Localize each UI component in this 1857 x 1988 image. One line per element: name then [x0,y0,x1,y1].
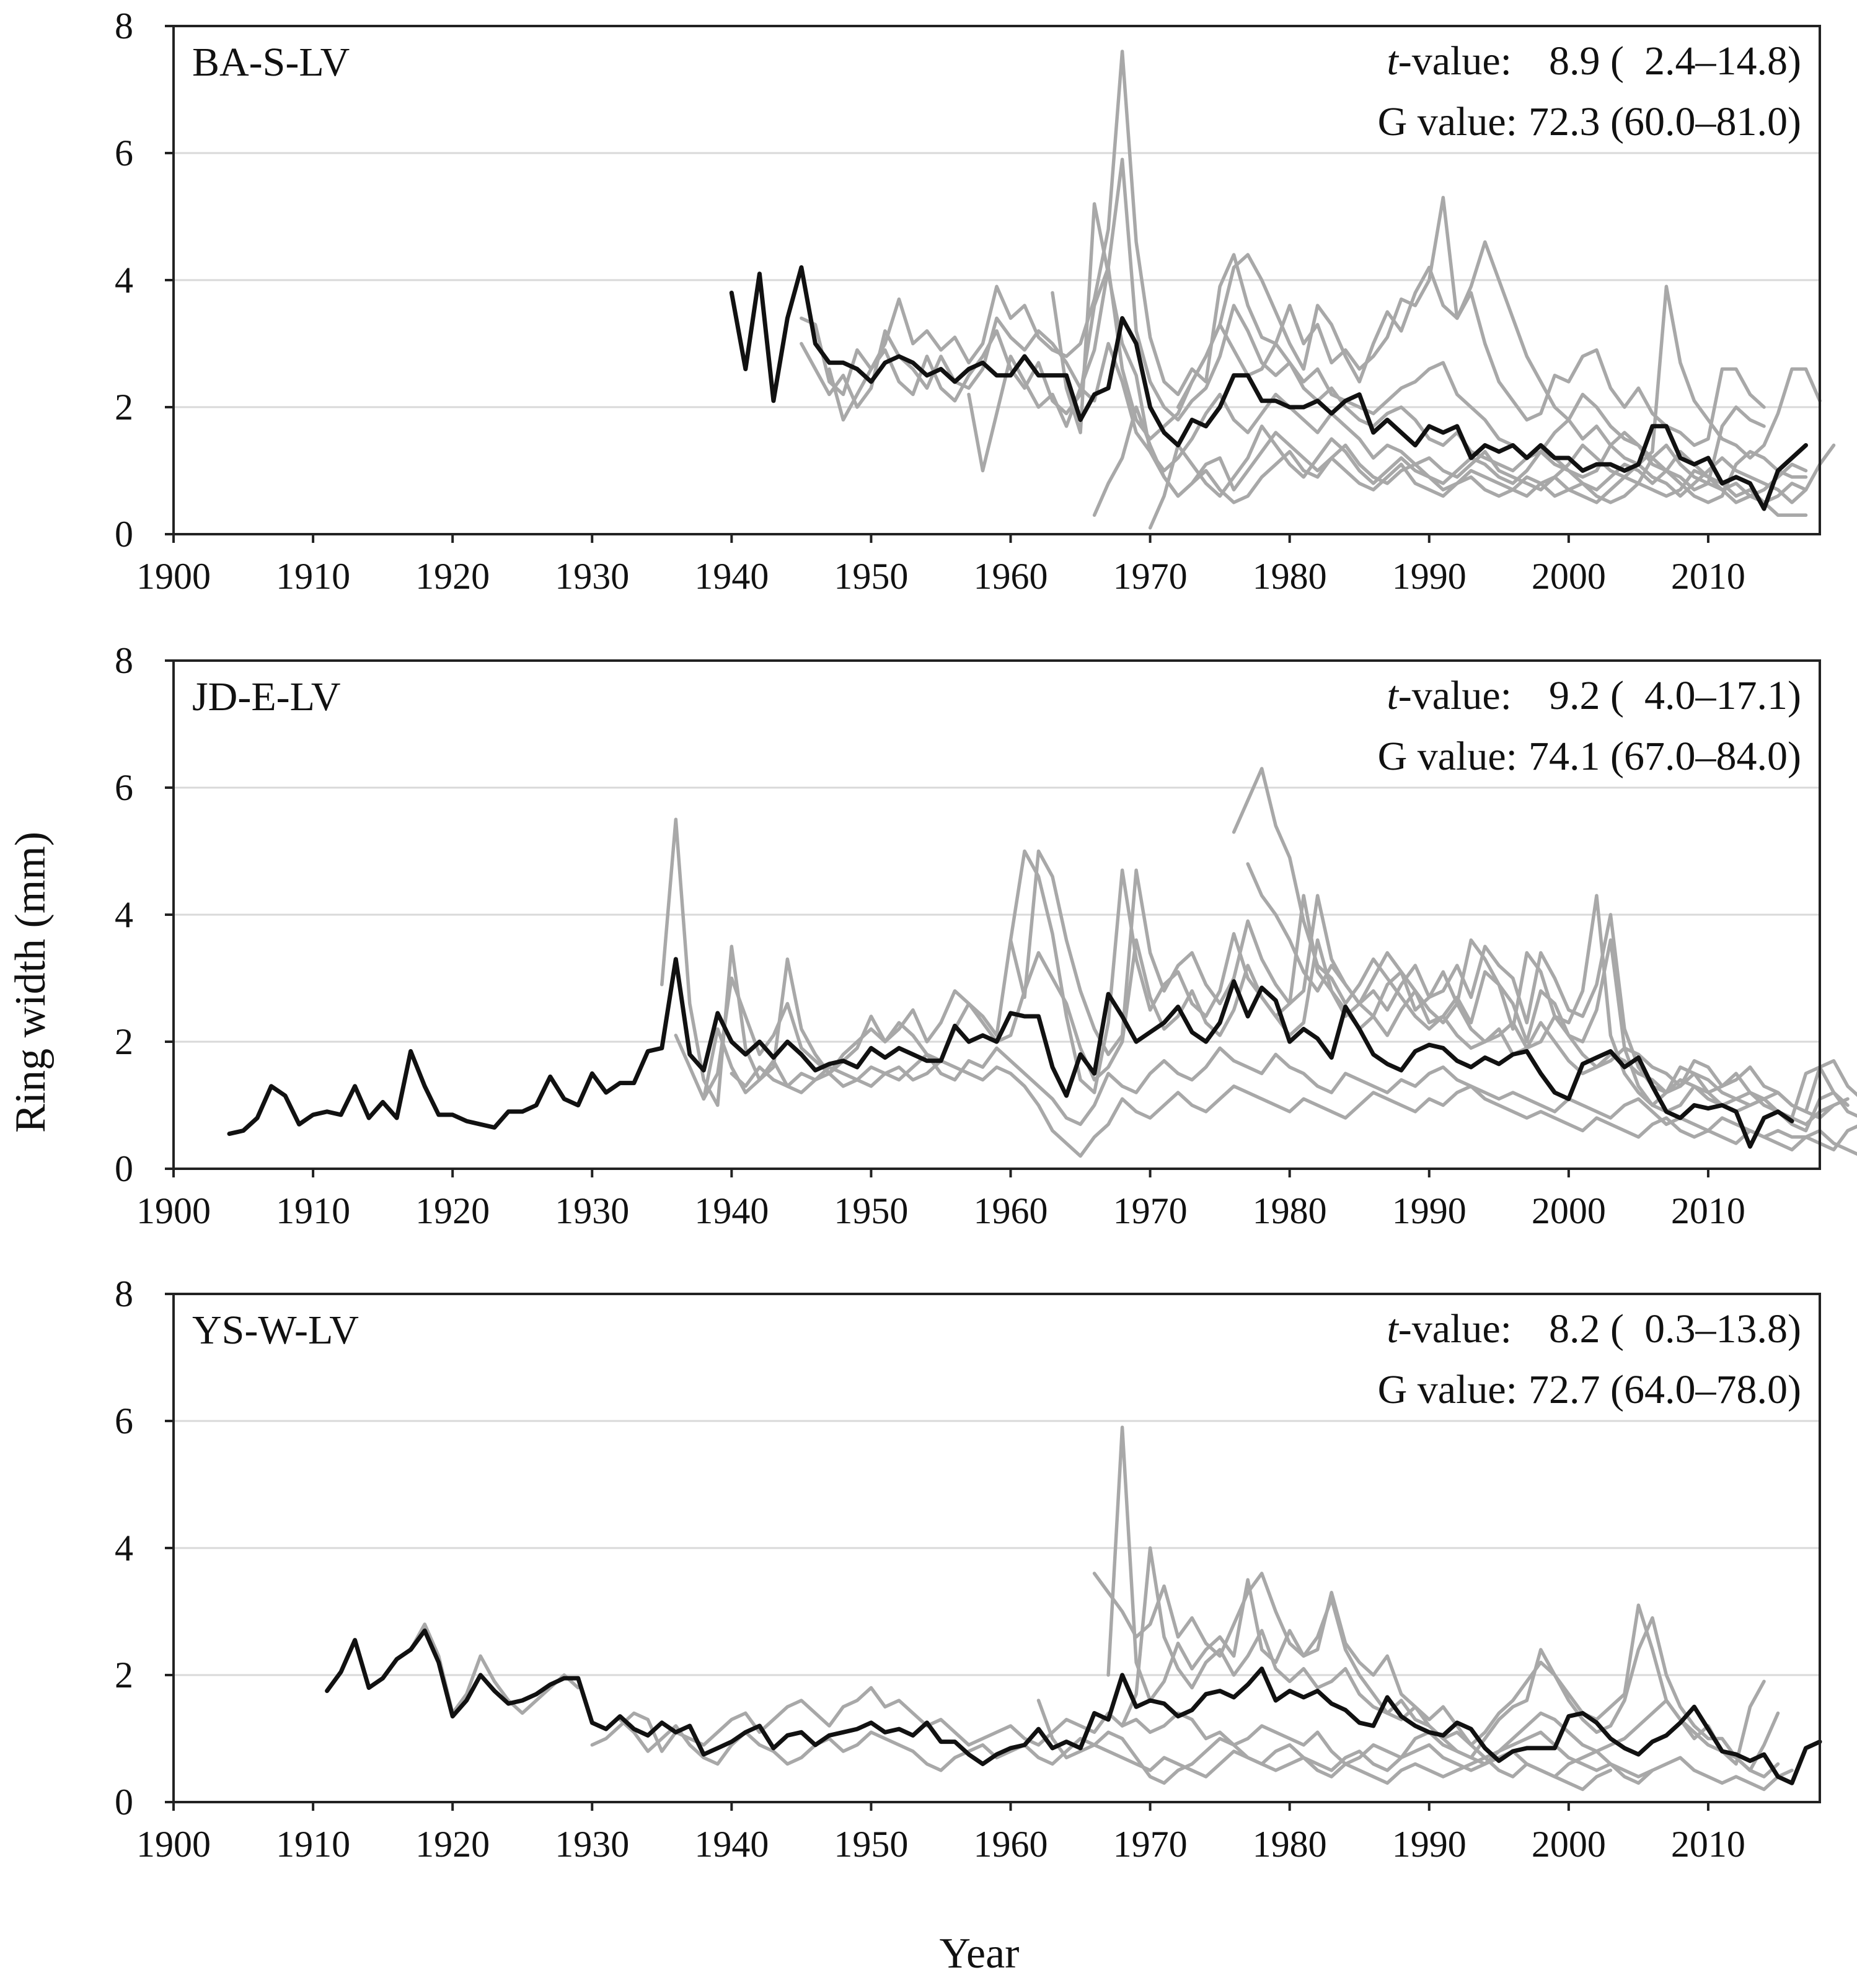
t-value-number: 8.9 ( 2.4–14.8) [1549,38,1801,84]
y-tick-label: 8 [115,6,133,46]
x-tick-label: 2000 [1532,1190,1606,1231]
t-value-italic-t: t [1387,1306,1399,1352]
y-axis-title: Ring width (mm) [7,832,55,1133]
y-tick-label: 2 [115,387,133,428]
x-tick-label: 2000 [1532,1824,1606,1865]
x-axis-title: Year [940,1930,1020,1977]
x-tick-label: 1900 [136,1824,211,1865]
g-value-text: G value: 72.7 (64.0–78.0) [1378,1367,1801,1412]
individual-series-line [1106,1425,1780,1772]
x-tick-label: 1940 [694,556,769,597]
x-tick-label: 1950 [834,556,908,597]
panel-label: BA-S-LV [192,40,350,85]
individual-series-line [1120,1546,1780,1779]
y-tick-label: 4 [115,1528,133,1568]
x-tick-label: 1970 [1113,1824,1188,1865]
panel-jd-e-lv: 0 2 4 6 8 1900 1910 1920 1930 1940 1950 1960 1970 198… [115,640,1857,1231]
x-tick-label: 1900 [136,1190,211,1231]
mean-chronology-line [227,957,1794,1149]
t-value-text: t-value: 8.2 ( 0.3–13.8) [1387,1306,1801,1352]
t-value-italic-t: t [1387,38,1399,84]
mean-chronology-line [325,1628,1822,1785]
individual-series-line [1092,405,1808,517]
y-tick-label: 4 [115,260,133,301]
x-tick-label: 1920 [415,556,490,597]
x-tick-label: 1960 [974,1824,1048,1865]
x-tick-label: 1940 [694,1190,769,1231]
g-value-number: 74.1 (67.0–84.0) [1528,734,1801,779]
individual-series-line [1176,240,1822,467]
x-tick-label: 1930 [555,1190,629,1231]
x-tick-label: 1910 [276,1824,350,1865]
x-tick-label: 1970 [1113,556,1188,597]
x-tick-label: 1980 [1253,1190,1327,1231]
g-value-text: G value: 74.1 (67.0–84.0) [1378,734,1801,779]
x-tick-label: 1990 [1392,1190,1467,1231]
g-value-number: 72.3 (60.0–81.0) [1528,99,1801,144]
x-tick-label: 2000 [1532,556,1606,597]
x-tick-label: 1930 [555,1824,629,1865]
t-value-text: t-value: 9.2 ( 4.0–17.1) [1387,673,1801,718]
y-tick-label: 2 [115,1021,133,1062]
t-value-suffix: -value: [1398,673,1512,718]
g-value-number: 72.7 (64.0–78.0) [1528,1367,1801,1412]
x-tick-label: 1990 [1392,1824,1467,1865]
individual-series-line [1246,862,1850,1120]
panel-ba-s-lv: 0 2 4 6 8 1900 1910 1920 1930 1940 1950 1960 1970 198… [115,6,1836,597]
y-tick-label: 8 [115,640,133,681]
y-tick-label: 6 [115,1401,133,1441]
x-tick-label: 1940 [694,1824,769,1865]
t-value-number: 8.2 ( 0.3–13.8) [1549,1306,1801,1352]
x-tick-label: 2010 [1671,1190,1745,1231]
x-tick-label: 1900 [136,556,211,597]
t-value-suffix: -value: [1398,38,1512,84]
panel-ys-w-lv: 0 2 4 6 8 1900 1910 1920 1930 1940 1950 1960 1970 198… [115,1273,1822,1865]
individual-series-line [1008,849,1857,1114]
individual-series-line [1148,424,1808,530]
y-tick-label: 0 [115,514,133,555]
y-tick-label: 0 [115,1782,133,1823]
g-value-label: G value: [1378,1367,1517,1412]
x-tick-label: 1950 [834,1190,908,1231]
y-tick-label: 4 [115,894,133,935]
individual-series-line [730,1059,1857,1158]
t-value-number: 9.2 ( 4.0–17.1) [1549,673,1801,718]
x-tick-label: 1910 [276,556,350,597]
individual-series-line [408,1622,580,1715]
mean-chronology-line [729,265,1808,511]
individual-series-line [1036,1699,1794,1792]
y-tick-label: 8 [115,1273,133,1314]
t-value-italic-t: t [1387,673,1399,718]
x-tick-label: 1950 [834,1824,908,1865]
y-tick-label: 2 [115,1655,133,1696]
x-tick-label: 1970 [1113,1190,1188,1231]
t-value-suffix: -value: [1398,1306,1512,1352]
t-value-text: t-value: 8.9 ( 2.4–14.8) [1387,38,1801,84]
g-value-label: G value: [1378,734,1517,779]
x-tick-label: 1920 [415,1190,490,1231]
x-tick-label: 1910 [276,1190,350,1231]
x-tick-label: 1960 [974,556,1048,597]
x-tick-label: 1980 [1253,556,1327,597]
x-tick-label: 1990 [1392,556,1467,597]
y-tick-label: 6 [115,133,133,174]
g-value-text: G value: 72.3 (60.0–81.0) [1378,99,1801,144]
y-tick-label: 0 [115,1148,133,1189]
x-tick-label: 1920 [415,1824,490,1865]
individual-series-line [967,341,1836,504]
y-tick-label: 6 [115,767,133,808]
individual-series-line [702,1027,1857,1152]
x-tick-label: 1980 [1253,1824,1327,1865]
x-tick-label: 2010 [1671,1824,1745,1865]
panel-label: JD-E-LV [192,674,341,719]
g-value-label: G value: [1378,99,1517,144]
x-tick-label: 2010 [1671,556,1745,597]
x-tick-label: 1930 [555,556,629,597]
individual-series-line [618,1718,1613,1792]
panel-label: YS-W-LV [192,1308,359,1353]
x-tick-label: 1960 [974,1190,1048,1231]
